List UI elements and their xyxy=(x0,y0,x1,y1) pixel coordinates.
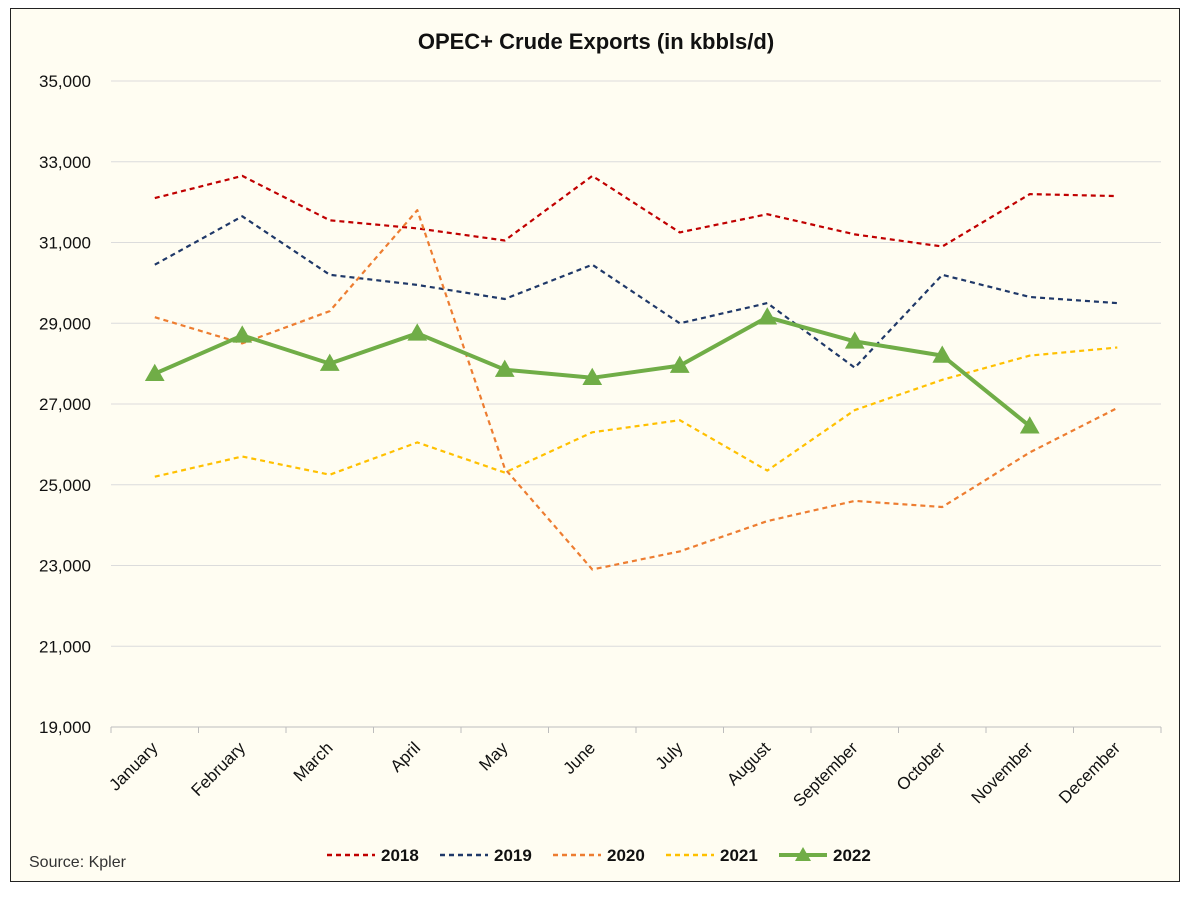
data-point-2022 xyxy=(494,359,515,377)
series-line-2020 xyxy=(154,209,1118,571)
y-tick-label: 19,000 xyxy=(39,718,91,737)
x-tick-label: March xyxy=(290,738,337,785)
source-note: Source: Kpler xyxy=(29,854,127,871)
y-tick-label: 25,000 xyxy=(39,476,91,495)
legend: 2018 2019 2020 2021 2022 xyxy=(327,846,871,865)
legend-label-2021: 2021 xyxy=(720,846,758,865)
gridlines xyxy=(111,80,1161,728)
data-point-2022 xyxy=(1019,416,1040,434)
series-line-2019 xyxy=(154,215,1118,369)
series-line-2021 xyxy=(154,346,1118,478)
x-tick-label: May xyxy=(475,738,511,774)
x-tick-label: October xyxy=(893,738,949,794)
x-tick-label: April xyxy=(387,738,424,775)
data-point-2022 xyxy=(582,367,603,386)
data-point-2022 xyxy=(407,323,428,341)
legend-label-2019: 2019 xyxy=(494,846,532,865)
legend-marker-2022 xyxy=(795,847,811,861)
y-tick-label: 21,000 xyxy=(39,637,91,656)
x-tick-label: February xyxy=(188,738,250,800)
data-point-2022 xyxy=(757,307,778,325)
data-point-2022 xyxy=(669,355,690,373)
series-lines xyxy=(144,174,1118,571)
x-axis: January February March April May June July Augu… xyxy=(105,727,1162,811)
x-tick-label: November xyxy=(968,738,1037,807)
data-point-2022 xyxy=(932,345,953,363)
x-tick-label: January xyxy=(105,738,162,795)
x-tick-label: June xyxy=(560,738,600,778)
data-point-2022 xyxy=(232,325,253,343)
y-tick-label: 35,000 xyxy=(39,72,91,91)
x-tick-label: December xyxy=(1055,738,1124,807)
x-tick-label: September xyxy=(789,738,861,810)
chart-title: OPEC+ Crude Exports (in kbbls/d) xyxy=(418,29,774,54)
data-point-2022 xyxy=(844,331,865,349)
chart-frame: OPEC+ Crude Exports (in kbbls/d) 19,000 2… xyxy=(10,8,1180,882)
series-line-2018 xyxy=(154,174,1118,248)
legend-label-2022: 2022 xyxy=(833,846,871,865)
y-tick-label: 23,000 xyxy=(39,557,91,576)
data-point-2022 xyxy=(319,353,340,371)
legend-label-2020: 2020 xyxy=(607,846,645,865)
y-tick-label: 27,000 xyxy=(39,395,91,414)
y-tick-label: 29,000 xyxy=(39,314,91,333)
y-axis: 19,000 21,000 23,000 25,000 27,000 29,000 31,0… xyxy=(39,72,91,737)
x-tick-label: August xyxy=(723,738,774,789)
y-tick-label: 33,000 xyxy=(39,153,91,172)
data-point-2022 xyxy=(144,363,165,381)
line-chart: OPEC+ Crude Exports (in kbbls/d) 19,000 2… xyxy=(29,29,1162,871)
y-tick-label: 31,000 xyxy=(39,234,91,253)
x-tick-label: July xyxy=(652,738,687,773)
legend-label-2018: 2018 xyxy=(381,846,419,865)
